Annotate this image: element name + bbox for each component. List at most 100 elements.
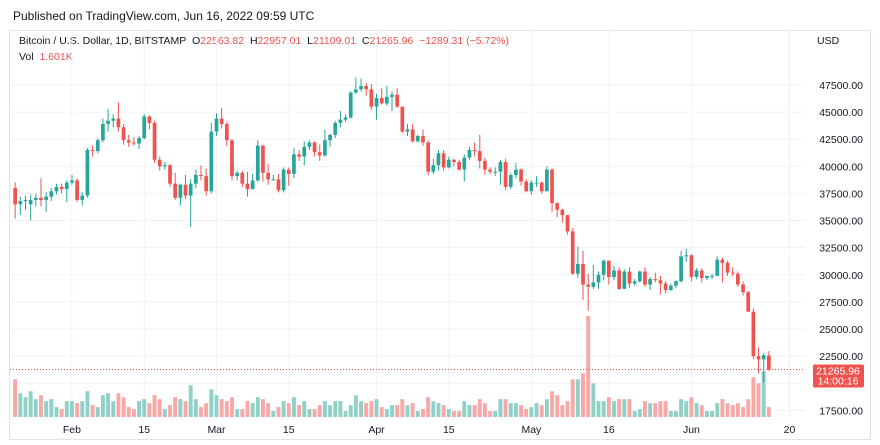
y-tick-label: 25000.00: [819, 324, 863, 336]
candle-body: [452, 159, 456, 162]
candle-body: [565, 215, 570, 232]
candle-body: [343, 117, 348, 120]
candle-body: [245, 183, 250, 190]
volume-bar: [245, 401, 250, 417]
candle-body: [643, 271, 647, 285]
volume-bar: [606, 397, 611, 417]
candle-body: [137, 138, 141, 144]
candle-body: [333, 122, 338, 135]
candle-body: [503, 161, 508, 187]
y-tick-label: 40000.00: [819, 161, 863, 173]
volume-bar: [100, 395, 105, 417]
x-tick-label: 15: [138, 424, 150, 436]
candle-body: [684, 255, 689, 257]
volume-bar: [59, 409, 64, 417]
volume-bar: [111, 401, 116, 417]
candle-body: [415, 135, 420, 142]
candle-body: [44, 196, 48, 200]
volume-bar: [90, 405, 95, 417]
volume-bar: [679, 399, 684, 417]
candle-body: [483, 160, 487, 170]
volume-bar: [632, 411, 637, 417]
candle-body: [255, 145, 260, 181]
candle-body: [90, 150, 95, 152]
candle-body: [188, 183, 193, 196]
candle-body: [173, 183, 178, 198]
candle-body: [426, 142, 431, 172]
candle-body: [555, 203, 560, 210]
candle-body: [374, 97, 379, 107]
candle-body: [720, 259, 725, 263]
candle-body: [54, 186, 59, 192]
candle-body: [477, 151, 482, 161]
volume-bar: [157, 399, 162, 417]
x-tick-label: Feb: [63, 424, 81, 436]
volume-bar: [152, 395, 157, 417]
candle-body: [467, 150, 472, 158]
candle-body: [80, 195, 85, 200]
candle-body: [271, 179, 276, 181]
candle-body: [519, 169, 523, 182]
candle-body: [240, 172, 245, 184]
volume-bar: [699, 405, 704, 417]
volume-bar: [224, 401, 229, 417]
candle-body: [668, 285, 673, 290]
y-tick-label: 27500.00: [819, 297, 863, 309]
candle-body: [266, 172, 270, 180]
volume-bar: [193, 399, 198, 417]
volume-bar: [457, 411, 462, 417]
candle-body: [33, 197, 38, 200]
candle-body: [725, 262, 730, 273]
candle-body: [101, 124, 105, 141]
volume-bar: [756, 383, 761, 417]
candle-body: [250, 180, 255, 190]
candle-body: [390, 94, 394, 97]
volume-bar: [493, 411, 498, 417]
volume-bar: [168, 405, 172, 417]
volume-bar: [18, 393, 23, 417]
candle-body: [648, 279, 652, 285]
volume-bar: [482, 403, 487, 417]
volume-bar: [735, 403, 740, 417]
volume-bar: [199, 407, 203, 417]
volume-bar: [539, 405, 544, 417]
candle-body: [524, 181, 529, 192]
high-value: 22957.01: [257, 35, 302, 47]
volume-bar: [390, 405, 394, 417]
candle-body: [746, 292, 751, 312]
candle-body: [400, 106, 405, 132]
volume-bar: [266, 403, 271, 417]
candle-body: [338, 119, 343, 123]
price-tag-value: 21265.96: [816, 366, 860, 378]
candle-body: [637, 271, 642, 282]
volume-bar: [441, 405, 446, 417]
volume-bar: [637, 409, 642, 417]
volume-bar: [364, 403, 369, 417]
candle-body: [39, 197, 43, 200]
volume-bar: [235, 409, 240, 417]
volume-bar: [260, 399, 265, 417]
candle-body: [446, 159, 451, 168]
low-value: 21109.01: [313, 35, 357, 47]
volume-bar: [451, 411, 456, 417]
y-tick-label: 47500.00: [819, 80, 863, 92]
candle-body: [307, 142, 312, 147]
candle-body: [529, 182, 534, 192]
close-label: C: [361, 35, 370, 47]
volume-bar: [498, 399, 503, 417]
candle-body: [730, 272, 735, 274]
candle-body: [715, 259, 720, 276]
chart-frame: [9, 30, 871, 440]
volume-bar: [307, 409, 312, 417]
candle-body: [286, 169, 291, 174]
volume-bar: [173, 397, 178, 417]
volume-bar: [214, 395, 219, 417]
candle-body: [106, 120, 110, 125]
candle-body: [163, 165, 167, 167]
candle-body: [534, 182, 539, 184]
candle-body: [581, 263, 585, 285]
candle-body: [317, 152, 322, 156]
volume-bar: [250, 403, 255, 417]
candle-body: [705, 275, 709, 279]
